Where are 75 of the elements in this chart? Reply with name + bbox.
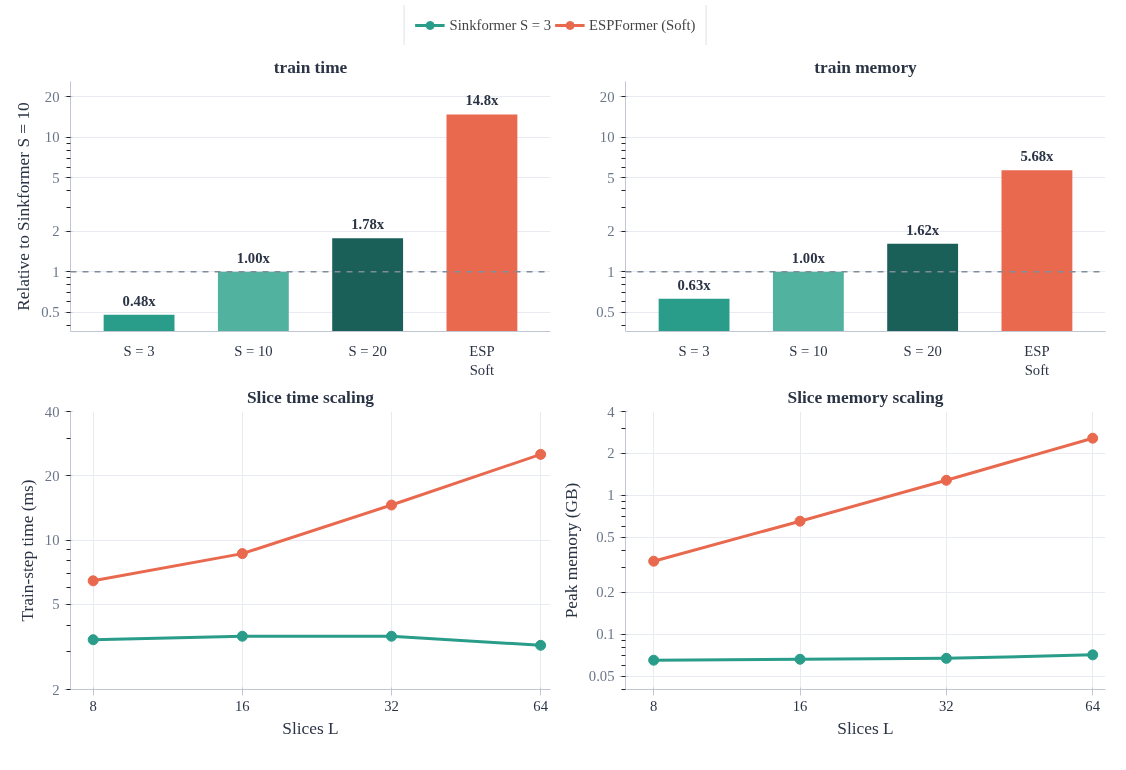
point <box>535 448 547 460</box>
y-tick-label: 1 <box>607 263 615 280</box>
chart-title: Slice memory scaling <box>787 387 944 407</box>
legend-label: ESPFormer (Soft) <box>589 16 696 34</box>
y-tick-label: 1 <box>52 263 60 280</box>
x-tick-label: 16 <box>235 697 250 714</box>
data-label: 14.8x <box>465 92 500 109</box>
point <box>940 474 952 486</box>
point <box>535 639 547 651</box>
x-tick-label: 32 <box>939 697 954 714</box>
y-tick-label: 5 <box>607 169 615 186</box>
chart-title: train time <box>273 57 348 77</box>
y-tick-label: 0.5 <box>596 304 615 321</box>
y-tick-label: 20 <box>44 88 60 105</box>
x-tick-label: 64 <box>1085 697 1101 714</box>
x-tick-label: 8 <box>89 697 97 714</box>
point <box>385 499 397 511</box>
point <box>794 653 806 665</box>
point <box>87 575 99 587</box>
y-tick-label: 5 <box>52 169 60 186</box>
point <box>940 652 952 664</box>
x-tick-label: 16 <box>792 697 808 714</box>
x-axis-title: Slices L <box>837 718 894 738</box>
y-tick-label: 2 <box>607 445 615 462</box>
point <box>236 630 248 642</box>
x-tick-label: ESP Soft <box>469 342 495 378</box>
y-tick-label: 20 <box>44 467 60 484</box>
x-tick-label: S = 20 <box>903 342 942 359</box>
legend-label: Sinkformer S = 3 <box>449 16 552 34</box>
y-tick-label: 0.5 <box>596 529 615 546</box>
y-tick-label: 10 <box>44 532 60 549</box>
chart-title: Slice time scaling <box>246 387 375 407</box>
point <box>1087 649 1099 661</box>
y-tick-label: 1 <box>607 487 615 504</box>
point <box>236 548 248 560</box>
x-tick-label: 32 <box>384 697 399 714</box>
y-axis-title: Train-step time (ms) <box>17 479 37 622</box>
x-tick-label: S = 3 <box>678 342 710 359</box>
y-tick-label: 2 <box>607 223 615 240</box>
point <box>1087 432 1099 444</box>
y-tick-label: 40 <box>44 403 60 420</box>
y-tick-label: 0.2 <box>596 584 615 601</box>
y-tick-label: 0.05 <box>588 668 615 685</box>
x-tick-label: S = 10 <box>234 342 273 359</box>
x-axis-title: Slices L <box>282 718 339 738</box>
y-tick-label: 20 <box>599 88 615 105</box>
x-tick-label: S = 20 <box>348 342 387 359</box>
data-label: 0.63x <box>677 276 712 293</box>
data-label: 1.00x <box>791 249 826 266</box>
y-tick-label: 5 <box>52 596 60 613</box>
y-tick-label: 0.1 <box>596 626 615 643</box>
data-label: 0.48x <box>122 292 157 309</box>
x-tick-label: ESP Soft <box>1024 342 1050 378</box>
point <box>87 634 99 646</box>
data-label: 1.62x <box>906 221 940 238</box>
data-label: 5.68x <box>1020 148 1055 165</box>
y-axis-title: Peak memory (GB) <box>561 482 581 619</box>
point <box>794 515 806 527</box>
point <box>648 654 660 666</box>
y-tick-label: 2 <box>52 223 60 240</box>
point <box>648 555 660 567</box>
y-tick-label: 4 <box>607 403 616 420</box>
x-tick-label: 64 <box>533 697 549 714</box>
data-label: 1.78x <box>351 216 385 233</box>
x-tick-label: S = 3 <box>123 342 155 359</box>
data-label: 1.00x <box>236 249 271 266</box>
y-axis-title: Relative to Sinkformer S = 10 <box>14 102 34 311</box>
y-tick-label: 2 <box>52 681 60 698</box>
x-tick-label: S = 10 <box>789 342 828 359</box>
chart-title: train memory <box>814 57 918 77</box>
point <box>385 630 397 642</box>
y-tick-label: 10 <box>599 129 615 146</box>
y-tick-label: 0.5 <box>41 304 60 321</box>
x-tick-label: 8 <box>650 697 658 714</box>
y-tick-label: 10 <box>44 129 60 146</box>
